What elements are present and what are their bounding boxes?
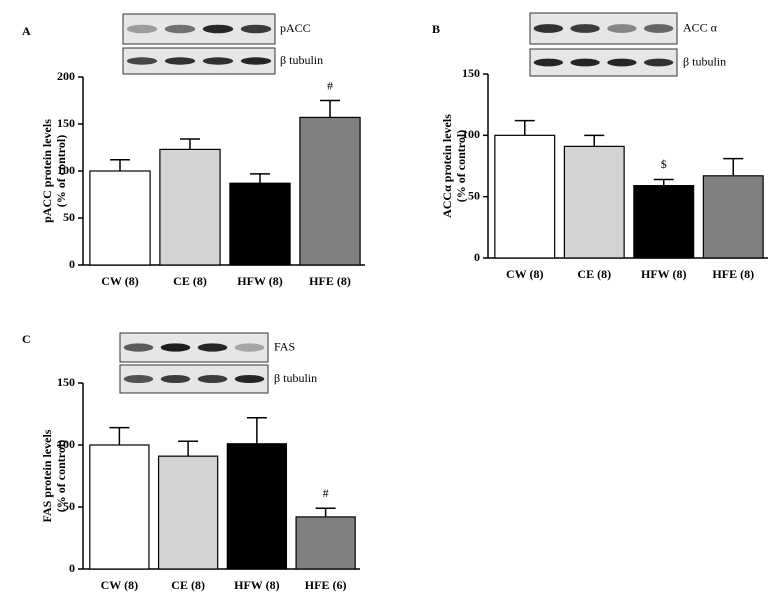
blot-label: β tubulin: [280, 53, 323, 67]
x-tick-label: HFE (8): [712, 267, 754, 281]
x-tick-label: CE (8): [173, 274, 207, 288]
y-axis-label: (% of control): [54, 440, 68, 512]
annotation: #: [323, 486, 329, 500]
x-tick-label: HFW (8): [234, 578, 279, 592]
bar: [229, 182, 291, 266]
blot-band: [126, 57, 158, 65]
bar: [89, 444, 150, 570]
blot-label: β tubulin: [683, 54, 726, 68]
annotation: #: [327, 78, 333, 92]
blot-label: FAS: [274, 339, 295, 353]
annotation: $: [661, 157, 667, 171]
y-tick-label: 0: [69, 257, 75, 271]
bar: [226, 443, 288, 570]
x-tick-label: HFE (8): [309, 274, 351, 288]
blot-band: [570, 24, 600, 33]
x-tick-label: CE (8): [577, 267, 611, 281]
blot-band: [160, 343, 191, 352]
panel-letter: B: [432, 22, 440, 36]
bar: [633, 185, 695, 259]
blot-band: [240, 24, 272, 34]
y-axis-label: (% of control): [454, 130, 468, 202]
blot-band: [643, 24, 674, 33]
blot-band: [160, 375, 191, 383]
x-tick-label: HFE (6): [305, 578, 347, 592]
y-tick-label: 150: [57, 116, 75, 130]
blot-band: [234, 343, 265, 352]
x-tick-label: CW (8): [506, 267, 543, 281]
blot-band: [197, 343, 228, 352]
blot-label: pACC: [280, 21, 311, 35]
blot-band: [234, 375, 265, 383]
bar: [89, 170, 151, 266]
y-tick-label: 50: [468, 188, 480, 202]
blot-band: [202, 24, 234, 34]
y-axis-label: pACC protein levels: [40, 119, 54, 223]
y-tick-label: 50: [63, 499, 75, 513]
y-tick-label: 150: [462, 66, 480, 80]
bar: [702, 175, 764, 259]
blot-band: [533, 58, 564, 67]
y-tick-label: 100: [57, 163, 75, 177]
x-tick-label: CE (8): [171, 578, 205, 592]
bar: [159, 148, 221, 266]
y-tick-label: 0: [69, 561, 75, 575]
blot-band: [126, 24, 158, 34]
blot-band: [533, 24, 564, 33]
blot-label: ACC α: [683, 20, 718, 34]
y-axis-label: FAS protein levels: [40, 429, 54, 522]
y-axis-label: ACCα protein levels: [440, 114, 454, 218]
panel-letter: C: [22, 332, 31, 346]
y-tick-label: 50: [63, 210, 75, 224]
bar: [494, 134, 556, 259]
blot-band: [607, 24, 637, 33]
x-tick-label: CW (8): [101, 274, 138, 288]
y-axis-label: (% of control): [54, 135, 68, 207]
y-tick-label: 150: [57, 375, 75, 389]
blot-band: [197, 375, 228, 383]
blot-band: [123, 343, 154, 352]
x-tick-label: CW (8): [101, 578, 138, 592]
blot-band: [202, 57, 234, 65]
bar: [563, 145, 625, 259]
bar: [157, 455, 219, 570]
y-tick-label: 100: [462, 127, 480, 141]
blot-band: [607, 58, 637, 67]
y-tick-label: 0: [474, 250, 480, 264]
blot-band: [164, 24, 196, 34]
bar: [299, 116, 361, 266]
x-tick-label: HFW (8): [237, 274, 282, 288]
blot-band: [164, 57, 196, 65]
y-tick-label: 100: [57, 437, 75, 451]
panel-letter: A: [22, 24, 31, 38]
blot-band: [643, 58, 674, 67]
blot-band: [123, 375, 154, 383]
blot-band: [570, 58, 600, 67]
blot-label: β tubulin: [274, 371, 317, 385]
y-tick-label: 200: [57, 69, 75, 83]
bar: [295, 516, 356, 570]
x-tick-label: HFW (8): [641, 267, 686, 281]
blot-band: [240, 57, 272, 65]
